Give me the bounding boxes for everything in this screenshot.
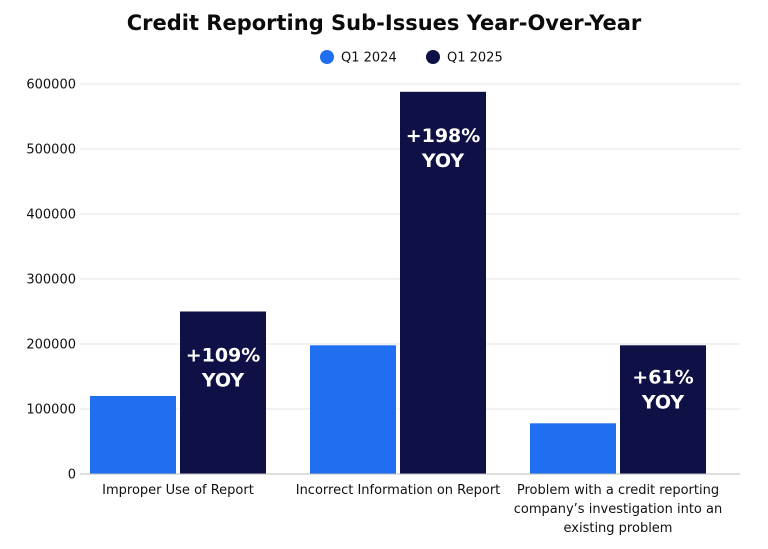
- yoy-annotation: YOY: [641, 391, 685, 413]
- y-tick-label: 400000: [26, 208, 76, 223]
- y-axis-ticks: 0 100000 200000 300000 400000 500000 600000: [26, 78, 76, 483]
- y-tick-label: 100000: [26, 403, 76, 418]
- legend-label-q1-2024: Q1 2024: [341, 51, 397, 66]
- x-category-label: Incorrect Information on Report: [296, 483, 501, 498]
- bar-q1-2025: [620, 345, 706, 474]
- legend-label-q1-2025: Q1 2025: [447, 51, 503, 66]
- bar-q1-2024: [90, 396, 176, 474]
- yoy-annotation: YOY: [201, 370, 245, 392]
- y-tick-label: 200000: [26, 338, 76, 353]
- bar-q1-2025: [180, 311, 266, 474]
- yoy-annotation: +61%: [632, 366, 693, 388]
- x-axis-categories: Improper Use of Report Incorrect Informat…: [102, 483, 722, 536]
- y-tick-label: 600000: [26, 78, 76, 93]
- yoy-annotation: +198%: [406, 125, 481, 147]
- yoy-annotations: +109% YOY +198% YOY +61% YOY: [186, 125, 694, 413]
- y-tick-label: 500000: [26, 143, 76, 158]
- y-tick-label: 300000: [26, 273, 76, 288]
- chart-title: Credit Reporting Sub-Issues Year-Over-Ye…: [127, 11, 642, 35]
- yoy-annotation: YOY: [421, 150, 465, 172]
- legend-marker-q1-2024: [320, 50, 334, 64]
- y-tick-label: 0: [68, 468, 76, 483]
- bar-q1-2025: [400, 91, 486, 475]
- legend: Q1 2024 Q1 2025: [320, 50, 503, 66]
- x-category-label: existing problem: [564, 521, 673, 536]
- legend-marker-q1-2025: [426, 50, 440, 64]
- x-category-label: company’s investigation into an: [514, 502, 722, 517]
- bar-q1-2024: [310, 345, 396, 474]
- bars: [90, 91, 706, 475]
- bar-q1-2024: [530, 423, 616, 474]
- yoy-annotation: +109%: [186, 345, 261, 367]
- x-category-label: Problem with a credit reporting: [517, 483, 719, 498]
- x-category-label: Improper Use of Report: [102, 483, 254, 498]
